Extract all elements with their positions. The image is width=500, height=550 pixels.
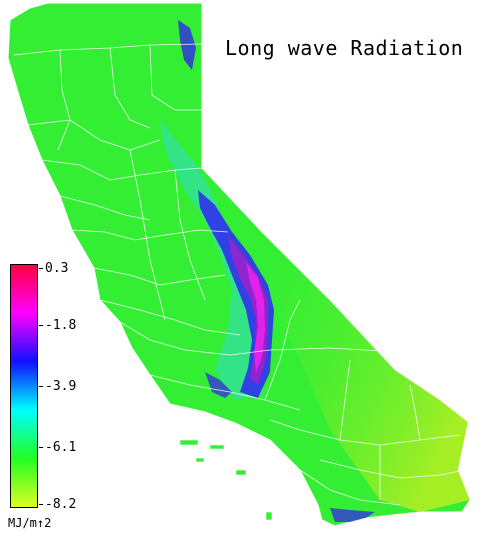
county-borders [13, 43, 466, 506]
channel-islands [179, 439, 273, 521]
north-high-area [178, 20, 196, 70]
legend-tick [39, 268, 43, 269]
legend-label-min: -8.2 [45, 497, 77, 512]
legend-tick [39, 386, 43, 387]
sierra-magenta-ridge [246, 262, 265, 372]
legend-label: -6.1 [45, 440, 77, 455]
legend-tick [39, 447, 43, 448]
ridge-band [160, 120, 270, 400]
map-title: Long wave Radiation [225, 36, 464, 60]
legend-tick [39, 504, 43, 505]
legend-label: -3.9 [45, 379, 77, 394]
legend-label: -1.8 [45, 318, 77, 333]
legend-units: MJ/m↑2 [8, 516, 52, 530]
color-scale-bar [10, 264, 38, 508]
legend-label-max: 0.3 [45, 261, 69, 276]
desert-shading [250, 230, 470, 512]
legend-tick [39, 325, 43, 326]
